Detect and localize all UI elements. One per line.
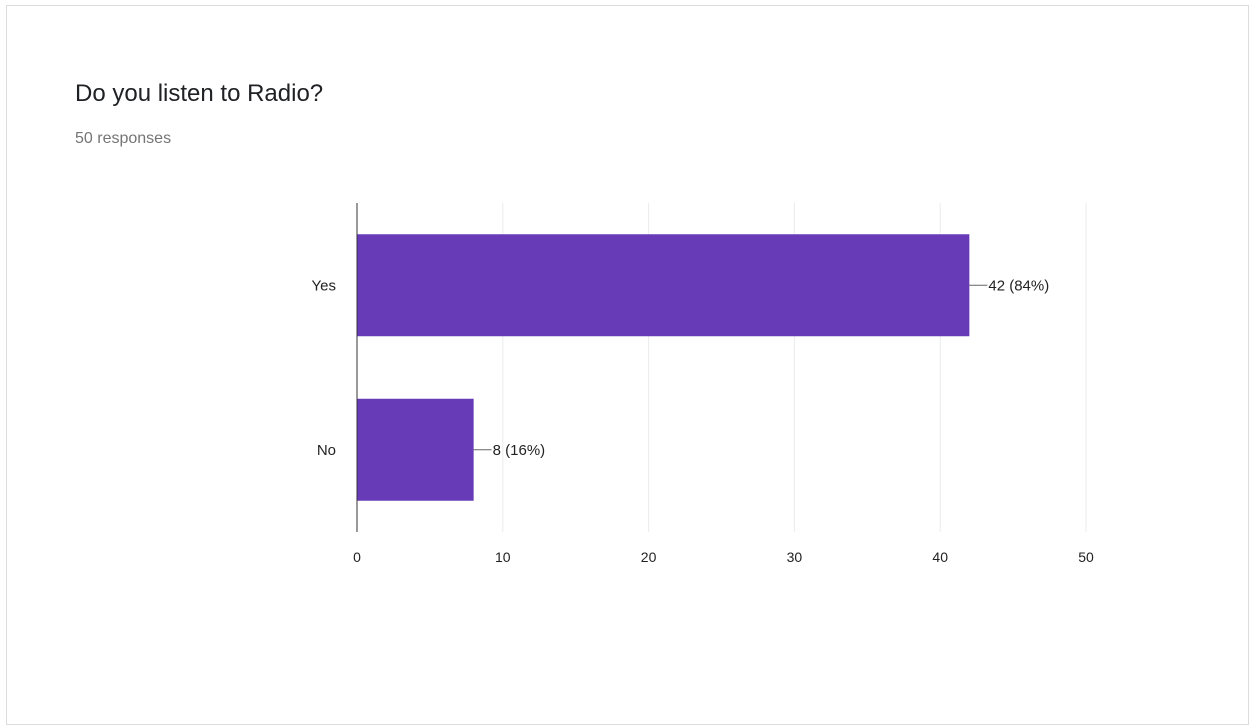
data-label: 8 (16%) [493,442,546,459]
x-tick-label: 0 [353,549,361,565]
x-tick-label: 20 [641,549,657,565]
bar [357,399,474,501]
x-tick-label: 10 [495,549,511,565]
x-tick-label: 40 [932,549,948,565]
data-label: 42 (84%) [988,277,1049,294]
bar [357,234,969,336]
category-label: No [317,442,336,459]
bars [357,234,969,501]
category-label: Yes [312,277,336,294]
x-tick-label: 50 [1078,549,1094,565]
x-tick-label: 30 [787,549,803,565]
